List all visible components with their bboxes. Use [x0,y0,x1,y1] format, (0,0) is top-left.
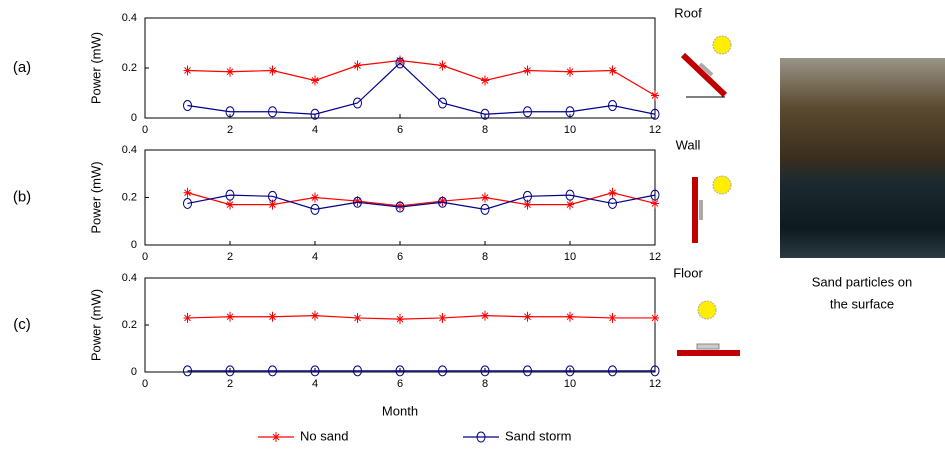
y-tick-label: 0 [131,239,137,251]
x-tick-label: 10 [564,378,576,390]
panel-label: (c) [13,316,31,333]
y-axis-label: Power (mW) [88,161,103,233]
panel-label: (a) [13,59,31,76]
y-tick-label: 0.2 [122,62,137,74]
x-tick-label: 2 [227,124,233,136]
series-line [188,193,656,206]
star-marker [396,56,404,66]
x-tick-label: 0 [142,251,148,263]
legend-label: Sand storm [505,428,571,443]
x-tick-label: 12 [649,378,661,390]
legend-marker [272,432,280,442]
x-tick-label: 12 [649,251,661,263]
y-tick-label: 0.4 [122,272,137,284]
figure: Sand particles on the surface 0 0.2 0.4 0 2 4… [0,0,945,456]
x-tick-label: 10 [564,251,576,263]
y-tick-label: 0.2 [122,319,137,331]
panel-annotation: Wall [676,137,701,152]
y-tick-label: 0 [131,366,137,378]
caption: Sand particles on [812,274,912,289]
y-axis-label: Power (mW) [88,289,103,361]
y-axis-label: Power (mW) [88,32,103,104]
star-marker [226,312,234,322]
star-marker [311,193,319,203]
star-marker [609,66,617,76]
x-tick-label: 10 [564,124,576,136]
star-marker [481,311,489,321]
panel-annotation: Roof [674,5,702,20]
star-marker [439,61,447,71]
series-line [188,195,656,209]
star-marker [184,313,192,323]
x-axis-label: Month [382,403,418,418]
star-marker [481,193,489,203]
star-marker [651,313,659,323]
floor-icon [677,301,740,353]
star-marker [269,66,277,76]
x-tick-label: 4 [312,378,318,390]
star-marker [354,313,362,323]
x-tick-label: 8 [482,378,488,390]
x-tick-label: 2 [227,251,233,263]
series-line [188,61,656,96]
x-tick-label: 8 [482,251,488,263]
page: {"chart_data": [ {"type": "line", "label… [0,0,945,456]
x-tick-label: 0 [142,378,148,390]
star-marker [609,188,617,198]
x-tick-label: 12 [649,124,661,136]
star-marker [524,66,532,76]
plot-frame [145,150,655,245]
star-marker [566,200,574,210]
panel-label: (b) [13,188,31,205]
y-tick-label: 0.4 [122,144,137,156]
star-marker [226,200,234,210]
caption: the surface [830,296,894,311]
star-marker [566,312,574,322]
panel-annotation: Floor [673,265,703,280]
star-marker [269,312,277,322]
star-marker [311,76,319,86]
star-marker [396,314,404,324]
star-marker [226,67,234,77]
x-tick-label: 6 [397,124,403,136]
y-tick-label: 0.2 [122,191,137,203]
star-marker [184,188,192,198]
x-tick-label: 4 [312,251,318,263]
x-tick-label: 6 [397,251,403,263]
x-tick-label: 0 [142,124,148,136]
star-marker [651,91,659,101]
star-marker [609,313,617,323]
x-tick-label: 4 [312,124,318,136]
x-tick-label: 6 [397,378,403,390]
star-marker [566,67,574,77]
x-tick-label: 8 [482,124,488,136]
star-marker [524,312,532,322]
sand-photo [780,58,945,258]
star-marker [311,311,319,321]
legend-label: No sand [300,428,348,443]
star-marker [184,66,192,76]
star-marker [439,313,447,323]
series-line [188,316,656,320]
y-tick-label: 0.4 [122,12,137,24]
y-tick-label: 0 [131,112,137,124]
wall-icon [695,176,731,243]
plot-frame [145,278,655,372]
star-marker [354,61,362,71]
star-marker [481,76,489,86]
roof-icon [683,36,731,97]
x-tick-label: 2 [227,378,233,390]
